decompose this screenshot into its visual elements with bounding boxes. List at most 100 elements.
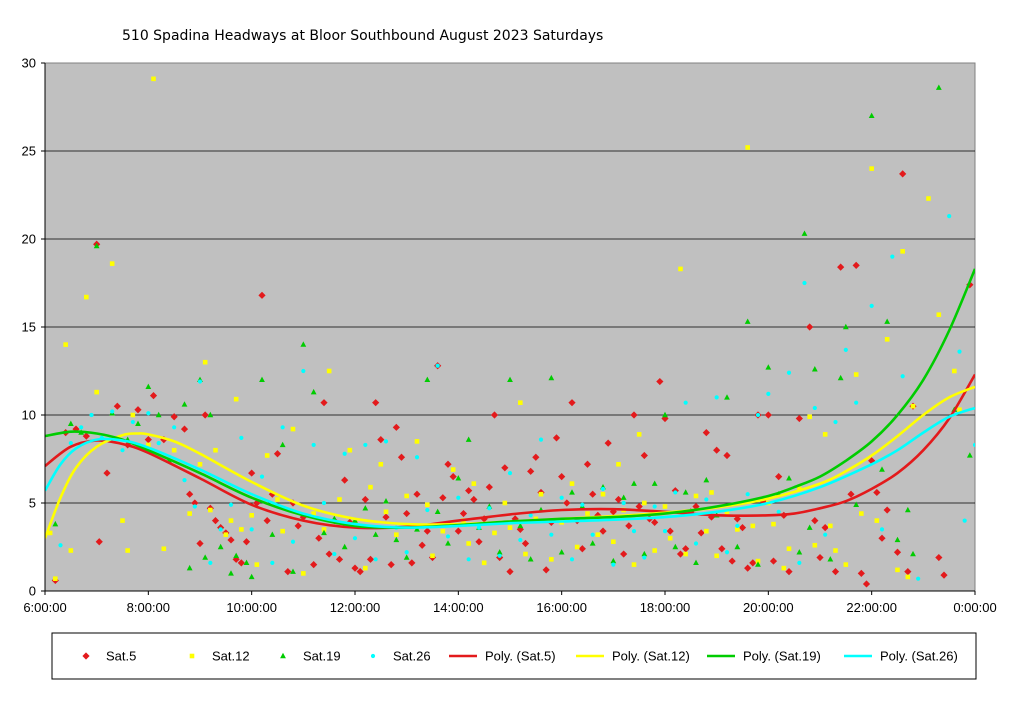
data-point [93,242,100,249]
data-point [873,488,881,497]
data-point [368,484,373,490]
data-point [383,498,389,504]
data-point [496,549,503,555]
data-point [135,420,141,426]
data-point [692,502,700,511]
data-point [363,442,368,448]
data-point [807,414,812,420]
data-point [413,490,421,498]
data-point [161,546,167,552]
data-point [269,531,276,537]
data-point [455,475,462,481]
y-tick-label: 25 [22,144,36,159]
data-point [341,543,348,550]
data-point [616,461,621,467]
data-point [682,545,690,553]
data-point [611,539,616,545]
data-point [273,450,282,458]
data-point [786,546,792,552]
data-point [831,568,840,576]
data-point [404,493,409,499]
data-point [734,543,741,550]
data-point [833,548,838,553]
data-point [874,518,880,523]
data-point [186,490,194,498]
data-point [735,523,740,528]
data-point [812,542,818,548]
data-point [518,400,523,405]
data-point [517,522,524,529]
x-tick-label: 8:00:00 [127,600,170,615]
data-point [243,559,250,566]
y-tick-label: 0 [29,584,36,599]
data-point [714,553,719,559]
data-point [208,560,213,565]
data-point [966,452,973,458]
x-tick-label: 12:00:00 [330,600,381,615]
data-point [233,396,239,402]
data-point [786,370,792,375]
data-point [678,266,683,272]
data-point [776,509,781,514]
data-point [744,318,751,324]
data-point [905,574,911,580]
data-point [697,529,705,537]
data-point [662,529,668,534]
trendline-poly-sat-26 [45,406,975,529]
x-tick-label: 6:00:00 [23,600,66,615]
data-point [397,453,406,461]
data-point [125,548,130,553]
data-point [569,481,575,486]
data-point [387,561,395,569]
data-point [631,480,637,486]
data-point [507,525,513,530]
data-point [652,548,657,553]
data-point [414,526,420,532]
data-point [58,543,63,548]
x-tick-label: 22:00:00 [846,600,897,615]
data-point [332,551,337,557]
data-point [563,499,571,507]
data-point [120,448,125,453]
data-point [311,511,316,516]
data-point [279,441,286,448]
series-sat-26 [58,214,975,581]
data-point [191,499,199,507]
data-point [533,516,539,522]
data-point [239,527,244,532]
data-point [910,403,916,409]
data-point [144,436,152,444]
data-point [936,312,942,317]
data-point [569,489,575,495]
legend-label: Poly. (Sat.26) [880,649,958,664]
data-point [682,489,689,495]
data-point [693,541,699,546]
data-point [299,513,307,521]
data-point [811,366,818,372]
data-point [249,527,254,532]
data-point [237,559,245,567]
data-point [465,487,473,495]
data-point [764,411,772,419]
legend-marker [280,652,286,659]
data-point [459,509,468,518]
data-point [625,522,633,530]
data-point [310,561,318,569]
data-point [321,529,327,536]
x-tick-label: 14:00:00 [433,600,484,615]
data-point [610,557,617,564]
data-point [718,545,726,553]
data-point [67,420,74,426]
data-point [393,536,400,543]
data-point [170,413,178,421]
data-point [249,513,254,518]
legend-marker [189,653,195,659]
data-point [197,379,203,384]
data-point [724,550,730,555]
data-point [180,425,189,433]
data-point [268,490,276,498]
legend: Sat.5 Sat.12 Sat.19 Sat.26 Poly. (Sat.5) Poly… [51,632,977,680]
data-point [72,425,80,433]
data-point [823,532,828,537]
data-point [403,509,411,518]
